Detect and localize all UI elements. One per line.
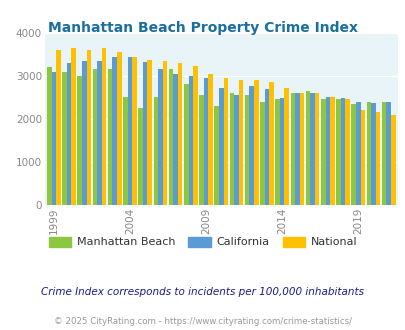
Bar: [66, 63, 71, 205]
Bar: [208, 74, 212, 205]
Bar: [51, 72, 56, 205]
Bar: [351, 104, 355, 205]
Bar: [299, 93, 303, 205]
Bar: [158, 70, 162, 205]
Text: Crime Index corresponds to incidents per 100,000 inhabitants: Crime Index corresponds to incidents per…: [41, 287, 364, 297]
Bar: [290, 93, 294, 205]
Bar: [279, 98, 284, 205]
Bar: [82, 61, 86, 205]
Bar: [162, 61, 167, 205]
Bar: [138, 108, 143, 205]
Bar: [127, 57, 132, 205]
Bar: [193, 66, 197, 205]
Bar: [183, 84, 188, 205]
Bar: [294, 93, 299, 205]
Bar: [71, 48, 76, 205]
Bar: [223, 78, 228, 205]
Bar: [123, 97, 127, 205]
Bar: [117, 52, 121, 205]
Bar: [132, 57, 136, 205]
Bar: [112, 57, 117, 205]
Bar: [218, 88, 223, 205]
Text: © 2025 CityRating.com - https://www.cityrating.com/crime-statistics/: © 2025 CityRating.com - https://www.city…: [54, 317, 351, 326]
Bar: [177, 63, 182, 205]
Bar: [168, 70, 173, 205]
Bar: [214, 106, 218, 205]
Bar: [329, 97, 334, 205]
Bar: [325, 97, 329, 205]
Bar: [360, 110, 364, 205]
Bar: [147, 60, 151, 205]
Bar: [47, 67, 51, 205]
Bar: [386, 102, 390, 205]
Bar: [390, 115, 394, 205]
Bar: [264, 89, 269, 205]
Bar: [254, 80, 258, 205]
Bar: [203, 78, 208, 205]
Bar: [199, 95, 203, 205]
Bar: [102, 48, 106, 205]
Bar: [335, 100, 340, 205]
Bar: [314, 93, 319, 205]
Bar: [366, 103, 370, 205]
Bar: [305, 91, 309, 205]
Bar: [244, 95, 249, 205]
Bar: [234, 95, 238, 205]
Bar: [188, 76, 193, 205]
Bar: [340, 98, 345, 205]
Bar: [153, 97, 158, 205]
Bar: [375, 112, 379, 205]
Bar: [284, 88, 288, 205]
Bar: [238, 80, 243, 205]
Bar: [173, 74, 177, 205]
Bar: [97, 61, 102, 205]
Bar: [269, 82, 273, 205]
Bar: [229, 93, 234, 205]
Bar: [370, 103, 375, 205]
Bar: [86, 50, 91, 205]
Bar: [62, 72, 66, 205]
Bar: [320, 100, 325, 205]
Text: Manhattan Beach Property Crime Index: Manhattan Beach Property Crime Index: [48, 21, 357, 35]
Bar: [309, 93, 314, 205]
Legend: Manhattan Beach, California, National: Manhattan Beach, California, National: [44, 232, 361, 252]
Bar: [381, 103, 386, 205]
Bar: [275, 100, 279, 205]
Bar: [143, 62, 147, 205]
Bar: [77, 76, 82, 205]
Bar: [249, 86, 254, 205]
Bar: [260, 102, 264, 205]
Bar: [108, 70, 112, 205]
Bar: [345, 100, 349, 205]
Bar: [355, 102, 360, 205]
Bar: [56, 50, 60, 205]
Bar: [92, 70, 97, 205]
